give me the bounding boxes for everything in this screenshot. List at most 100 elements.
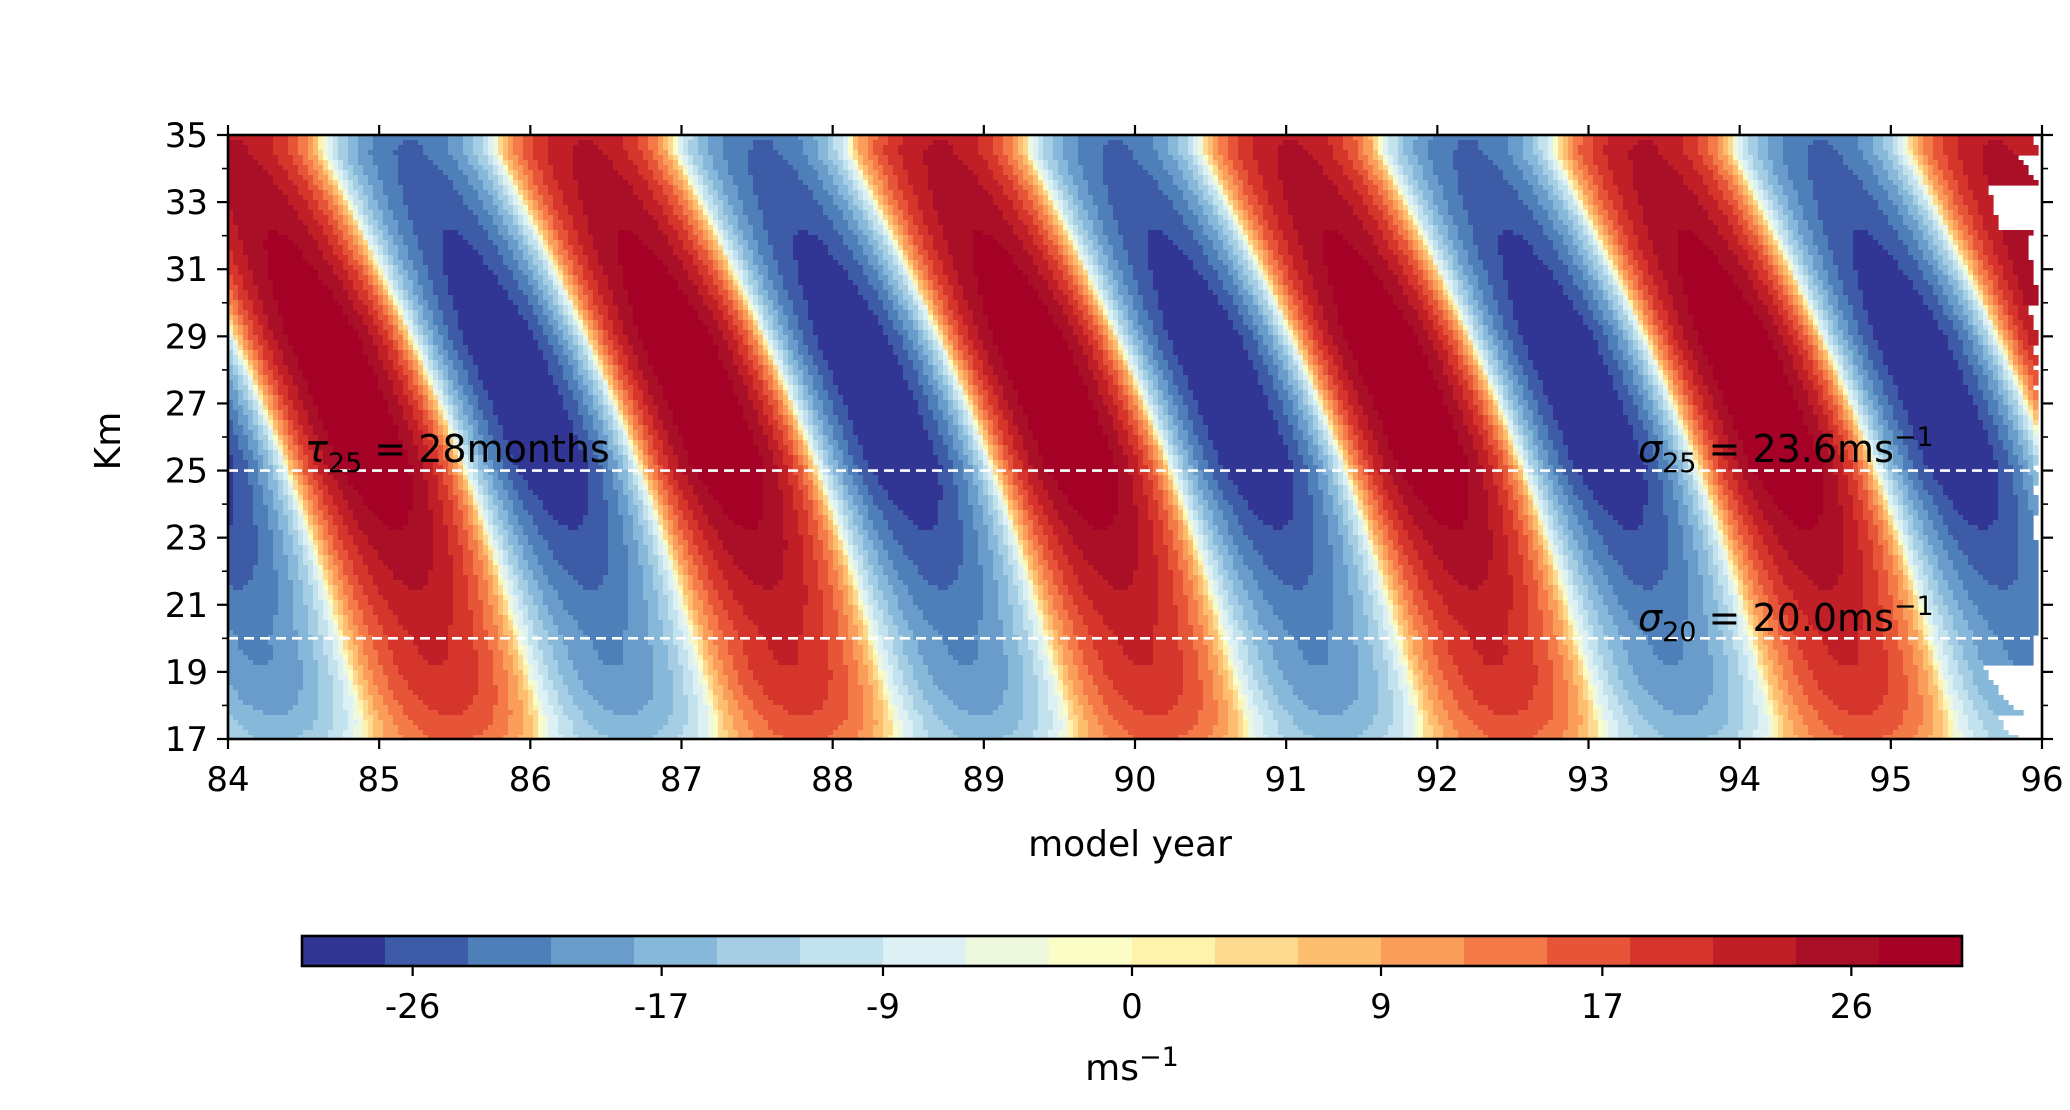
contour-cell <box>1693 165 1709 171</box>
contour-cell <box>1078 215 1089 221</box>
contour-cell <box>318 275 339 281</box>
contour-cell <box>1223 240 1229 246</box>
contour-cell <box>1728 245 1744 251</box>
contour-cell <box>1808 280 1814 286</box>
contour-cell <box>343 195 349 201</box>
contour-cell <box>703 190 709 196</box>
contour-cell <box>698 170 709 176</box>
contour-cell <box>503 150 509 156</box>
contour-cell <box>1758 180 1764 186</box>
contour-cell <box>983 295 1039 301</box>
contour-cell <box>583 210 649 216</box>
contour-cell <box>1083 175 1104 181</box>
contour-cell <box>1578 250 1589 256</box>
contour-cell <box>1358 140 1364 146</box>
contour-cell <box>1048 250 1059 256</box>
contour-cell <box>718 240 724 246</box>
contour-cell <box>1023 220 1034 226</box>
contour-cell <box>1763 250 1769 256</box>
contour-cell <box>508 265 519 271</box>
contour-cell <box>1063 270 1069 276</box>
contour-cell <box>1028 230 1039 236</box>
contour-cell <box>1023 205 1034 211</box>
contour-cell <box>1413 170 1424 176</box>
contour-cell <box>688 200 694 206</box>
contour-cell <box>1573 175 1579 181</box>
contour-cell <box>1913 200 1919 206</box>
contour-cell <box>1198 150 1204 156</box>
contour-cell <box>938 295 949 301</box>
contour-cell <box>768 275 784 281</box>
contour-cell <box>1398 240 1409 246</box>
contour-cell <box>1603 235 1609 241</box>
contour-cell <box>2013 270 2034 276</box>
contour-cell <box>1043 155 1054 161</box>
contour-cell <box>558 245 564 251</box>
contour-cell <box>1793 230 1799 236</box>
contour-cell <box>458 230 489 236</box>
contour-cell <box>723 200 729 206</box>
contour-cell <box>1778 200 1789 206</box>
contour-cell <box>1218 140 1229 146</box>
contour-cell <box>1743 140 1749 146</box>
contour-cell <box>873 185 879 191</box>
contour-cell <box>593 140 624 146</box>
contour-cell <box>973 170 994 176</box>
contour-cell <box>1723 150 1729 156</box>
contour-cell <box>998 205 1014 211</box>
contour-cell <box>828 150 839 156</box>
contour-cell <box>793 235 819 241</box>
contour-cell <box>803 145 819 151</box>
contour-cell <box>1783 275 1789 281</box>
contour-cell <box>1753 220 1759 226</box>
contour-cell <box>343 215 349 221</box>
contour-cell <box>1503 175 1524 181</box>
contour-cell <box>1188 200 1199 206</box>
contour-cell <box>713 275 719 281</box>
contour-cell <box>1238 170 1249 176</box>
contour-cell <box>1578 200 1584 206</box>
contour-cell <box>1723 265 1744 271</box>
contour-cell <box>1833 290 1844 296</box>
contour-cell <box>1028 155 1034 161</box>
contour-cell <box>1418 240 1424 246</box>
contour-cell <box>573 150 604 156</box>
contour-cell <box>378 240 389 246</box>
contour-cell <box>1918 150 1924 156</box>
contour-cell <box>1743 145 1749 151</box>
contour-cell <box>1548 160 1554 166</box>
contour-cell <box>1503 260 1544 266</box>
contour-cell <box>403 235 419 241</box>
contour-cell <box>1578 230 1584 236</box>
contour-cell <box>1888 150 1894 156</box>
contour-cell <box>1103 285 1114 291</box>
contour-cell <box>683 155 689 161</box>
contour-cell <box>1473 230 1504 236</box>
contour-cell <box>338 170 344 176</box>
contour-cell <box>1383 230 1394 236</box>
contour-cell <box>713 160 729 166</box>
contour-cell <box>498 140 504 146</box>
contour-cell <box>773 245 794 251</box>
contour-cell <box>1083 235 1089 241</box>
contour-cell <box>588 280 599 286</box>
contour-cell <box>1643 250 1654 256</box>
contour-cell <box>1518 195 1539 201</box>
contour-cell <box>748 285 754 291</box>
contour-cell <box>363 205 369 211</box>
contour-cell <box>1983 285 1989 291</box>
contour-cell <box>1488 280 1509 286</box>
contour-cell <box>1773 280 1779 286</box>
contour-cell <box>1618 215 1629 221</box>
contour-cell <box>513 150 524 156</box>
contour-cell <box>1808 225 1824 231</box>
contour-cell <box>1203 160 1209 166</box>
contour-cell <box>518 215 524 221</box>
contour-cell <box>1373 195 1384 201</box>
contour-cell <box>1738 235 1749 241</box>
contour-cell <box>1918 290 1934 296</box>
contour-cell <box>933 190 989 196</box>
contour-cell <box>1773 205 1784 211</box>
contour-cell <box>1728 155 1734 161</box>
contour-cell <box>1828 275 1839 281</box>
